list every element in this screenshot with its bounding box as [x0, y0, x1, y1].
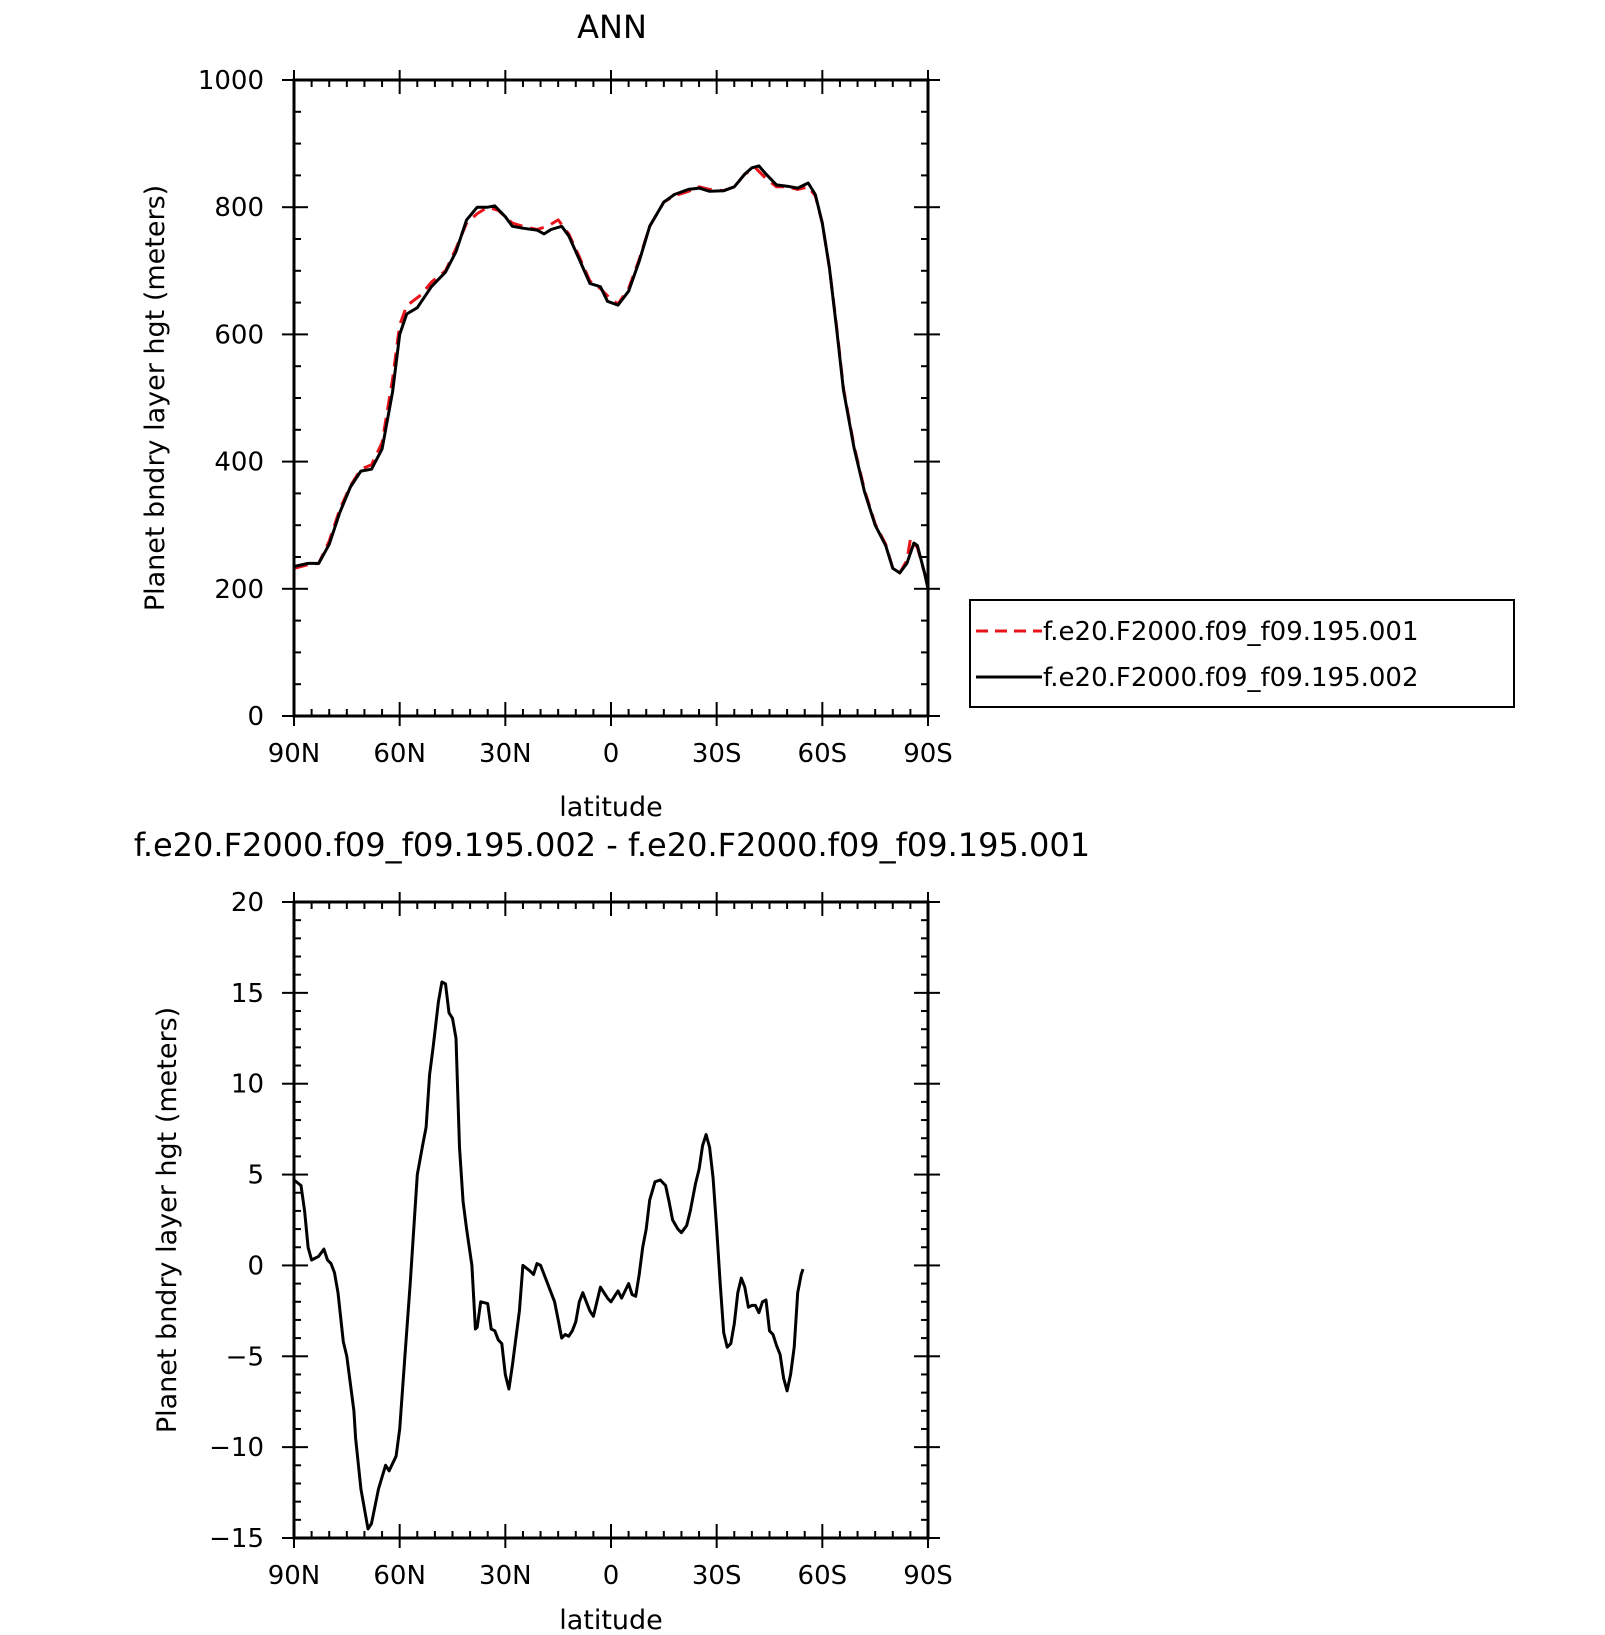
bottom-chart-title: f.e20.F2000.f09_f09.195.002 - f.e20.F200… — [134, 826, 1090, 864]
bottom-x-tick-label: 0 — [603, 1561, 620, 1591]
top-series-layer — [293, 164, 930, 590]
bottom-y-tick-label: 5 — [247, 1161, 264, 1191]
top-chart-title: ANN — [577, 8, 647, 46]
top-y-tick-label: 1000 — [198, 66, 264, 96]
bottom-x-tick-label: 90S — [903, 1561, 953, 1591]
bottom-x-tick-label: 30N — [479, 1561, 532, 1591]
bottom-y-axis-label: Planet bndry layer hgt (meters) — [152, 1007, 183, 1433]
bottom-y-tick-label: 0 — [247, 1251, 264, 1281]
bottom-y-tick-label: −15 — [209, 1524, 264, 1554]
top-series-line-2 — [293, 164, 930, 590]
top-x-tick-label: 30N — [479, 739, 532, 769]
top-x-axis-label: latitude — [559, 792, 663, 823]
bottom-x-tick-label: 60N — [373, 1561, 426, 1591]
bottom-tick-layer: 90N 60N 30N 0 30S 60S 90S −15 −10 −5 0 5 10 15 20 — [209, 888, 953, 1591]
top-tick-layer: 90N 60N 30N 0 30S 60S 90S 0 200 400 600 800 1000 — [198, 66, 953, 769]
bottom-x-tick-label: 90N — [268, 1561, 321, 1591]
bottom-series-line-1 — [293, 980, 805, 1531]
legend-label-001: f.e20.F2000.f09_f09.195.001 — [1043, 617, 1419, 647]
bottom-y-tick-label: 20 — [231, 888, 264, 918]
top-series-line-1 — [293, 166, 930, 586]
top-x-tick-label: 90N — [268, 739, 321, 769]
top-y-tick-label: 600 — [214, 320, 264, 350]
top-y-tick-label: 800 — [214, 193, 264, 223]
top-y-tick-label: 400 — [214, 448, 264, 478]
top-x-tick-label: 0 — [603, 739, 620, 769]
bottom-y-tick-label: −10 — [209, 1433, 264, 1463]
bottom-y-tick-label: −5 — [226, 1342, 264, 1372]
bottom-x-axis-label: latitude — [559, 1605, 663, 1635]
top-y-axis-label: Planet bndry layer hgt (meters) — [140, 185, 171, 611]
top-y-tick-label: 0 — [247, 702, 264, 732]
top-x-tick-label: 90S — [903, 739, 953, 769]
top-x-tick-label: 30S — [692, 739, 742, 769]
legend-label-002: f.e20.F2000.f09_f09.195.002 — [1043, 663, 1419, 693]
top-panel: ANN 90N 60N 30N 0 30S 60S 90S 0 200 400 600 800 1000… — [140, 8, 1515, 823]
bottom-plot-frame — [292, 900, 930, 1540]
bottom-x-tick-label: 30S — [692, 1561, 742, 1591]
top-y-tick-label: 200 — [214, 575, 264, 605]
top-x-tick-label: 60S — [798, 739, 848, 769]
bottom-series-layer — [293, 980, 805, 1531]
bottom-x-tick-label: 60S — [798, 1561, 848, 1591]
legend-box — [969, 599, 1515, 708]
bottom-y-tick-label: 10 — [231, 1070, 264, 1100]
bottom-panel: f.e20.F2000.f09_f09.195.002 - f.e20.F200… — [134, 826, 1090, 1635]
top-x-tick-label: 60N — [373, 739, 426, 769]
legend: f.e20.F2000.f09_f09.195.001 f.e20.F2000.… — [969, 599, 1515, 708]
bottom-y-tick-label: 15 — [231, 979, 264, 1009]
